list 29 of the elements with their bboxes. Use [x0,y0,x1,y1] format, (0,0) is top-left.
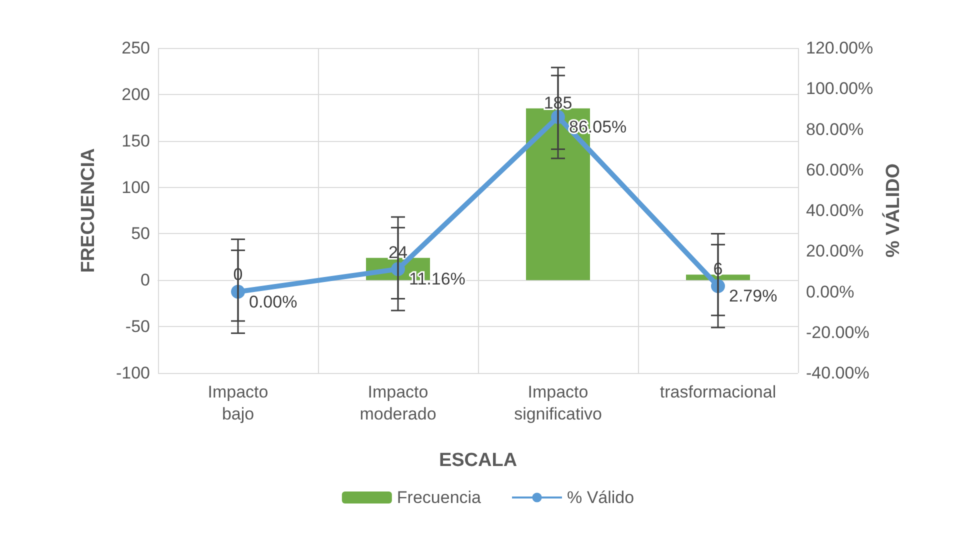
y2-tick-label: -20.00% [806,322,870,342]
y-tick-label: 50 [131,224,150,244]
data-label: 11.16% [409,270,466,289]
y-tick-label: -50 [125,317,150,336]
data-label: 2.79% [729,286,778,306]
x-axis-title: ESCALA [438,450,518,471]
legend-label: Frecuencia [396,488,482,507]
y2-tick-label: 80.00% [806,120,864,139]
y-tick-label: -100 [116,364,150,382]
y2-tick-label: 40.00% [806,201,864,220]
y-tick-label: 150 [122,131,150,150]
y2-tick-label: 120.00% [806,38,874,58]
y-tick-label: 250 [122,38,150,58]
x-tick-label: trasformacional [660,382,776,402]
x-tick-label: Impacto moderado [360,382,436,424]
x-tick-label: Impacto bajo [208,382,268,424]
y2-tick-label: 20.00% [806,242,864,261]
legend-label: % Válido [567,488,634,507]
data-label: 0.00% [249,292,298,312]
y2-tick-label: -40.00% [806,364,870,382]
x-tick-label: Impacto significativo [514,382,602,424]
y2-axis-title: % VÁLIDO [882,164,904,258]
y2-tick-label: 60.00% [806,160,864,180]
y-axis-title: FRECUENCIA [78,148,99,273]
y-tick-label: 100 [122,178,150,197]
y2-tick-label: 0.00% [806,282,854,302]
y-tick-label: 0 [140,270,150,290]
y-tick-label: 200 [122,84,150,104]
y2-tick-label: 100.00% [806,79,874,98]
